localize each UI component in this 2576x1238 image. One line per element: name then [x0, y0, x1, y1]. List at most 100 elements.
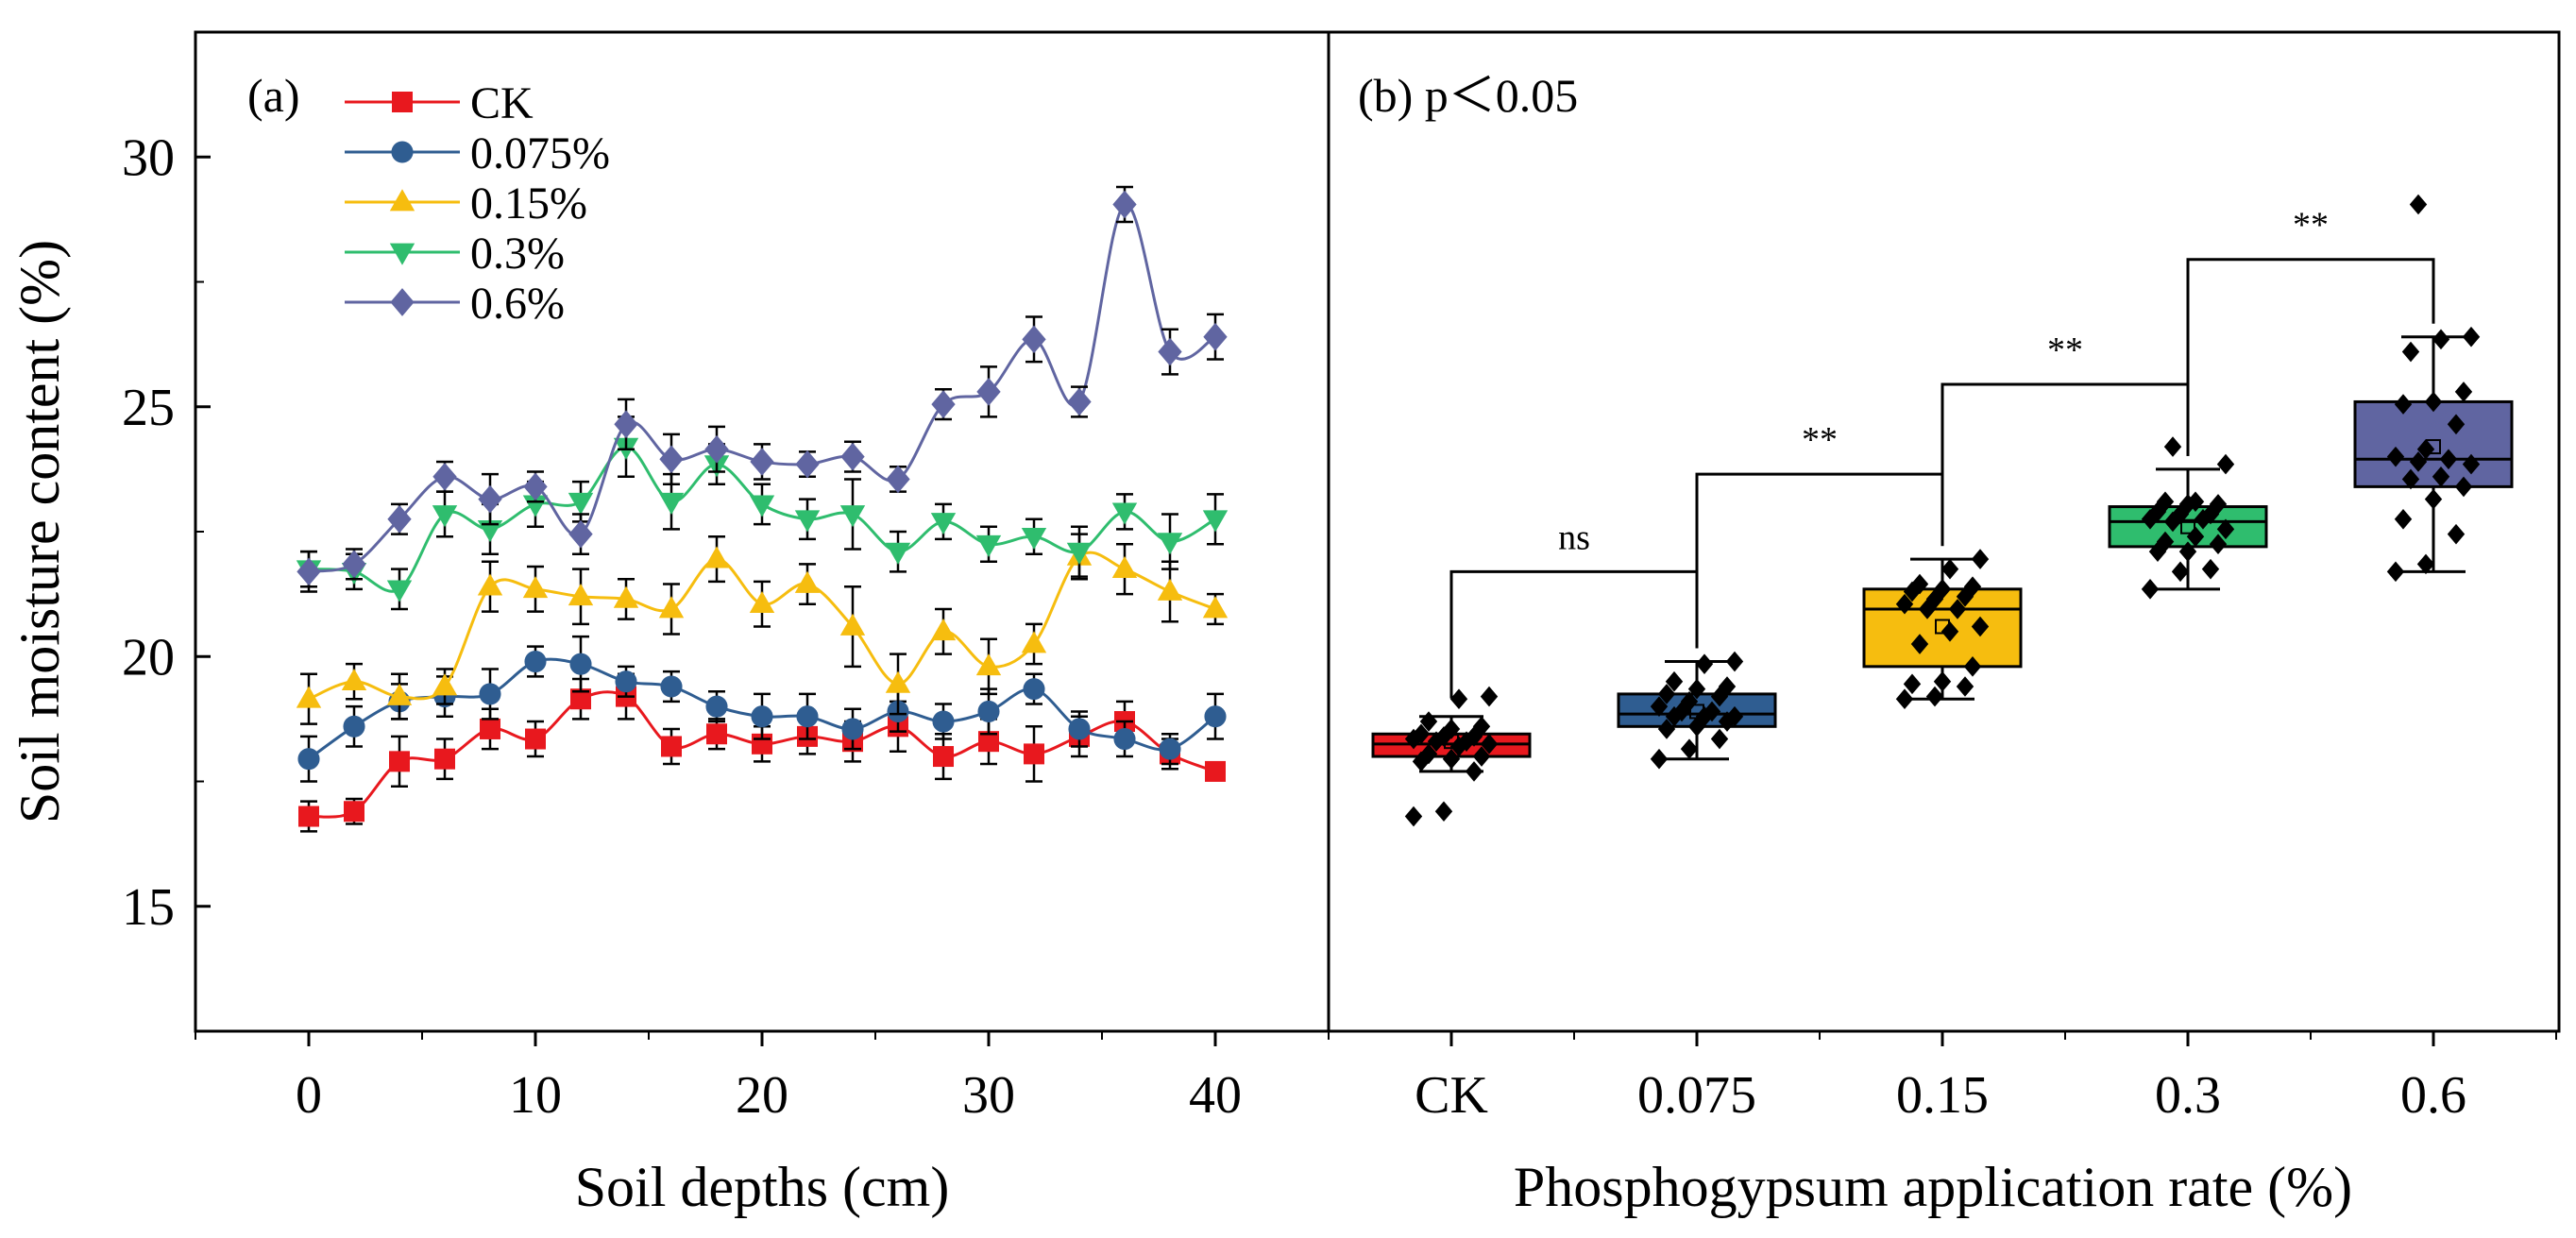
scatter-point	[1925, 588, 1944, 610]
box-mean	[2180, 518, 2195, 534]
data-point	[432, 673, 458, 696]
legend-marker	[390, 288, 415, 316]
scatter-point	[1419, 711, 1438, 732]
data-point	[930, 619, 957, 641]
data-point	[568, 519, 593, 549]
legend-marker	[389, 189, 415, 212]
scatter-point	[1918, 599, 1937, 619]
box-0_3	[2108, 436, 2268, 600]
scatter-point	[1404, 806, 1423, 827]
data-point	[795, 449, 820, 479]
scatter-point	[2148, 501, 2167, 522]
legend-entry: CK	[345, 78, 534, 128]
scatter-point	[2171, 503, 2190, 525]
data-point	[1111, 555, 1138, 579]
scatter-point	[1480, 734, 1499, 755]
scatter-point	[2148, 541, 2167, 562]
box-0_6	[2353, 194, 2514, 583]
data-point	[1021, 527, 1047, 551]
scatter-point	[1472, 716, 1491, 738]
legend-label: 0.075%	[470, 128, 610, 178]
data-point	[479, 683, 501, 705]
data-point	[1022, 325, 1046, 354]
panel-b-significance-brackets: ns ** ** **	[1449, 206, 2435, 699]
data-point	[658, 596, 685, 619]
panel-a-legend: CK0.075%0.15%0.3%0.6%	[345, 78, 610, 329]
panel-a-y-axis-label: Soil moisture content (%)	[8, 240, 71, 823]
x-tick-label: 40	[1189, 1066, 1242, 1125]
significance-label: **	[2047, 331, 2083, 370]
data-point	[975, 534, 1002, 557]
data-point	[930, 513, 957, 535]
data-point	[1204, 705, 1227, 728]
panel-a-plot-area	[296, 185, 1229, 833]
legend-marker	[391, 141, 414, 163]
scatter-point	[2394, 394, 2413, 415]
scatter-point	[1465, 726, 1483, 747]
x-tick-label: 30	[962, 1066, 1015, 1125]
y-tick-label: 25	[122, 379, 175, 437]
data-point	[1111, 502, 1138, 525]
scatter-point	[2462, 326, 2481, 348]
data-point	[975, 653, 1002, 676]
scatter-point	[2416, 438, 2435, 460]
scatter-point	[1956, 585, 1974, 607]
data-point	[523, 472, 548, 501]
scatter-point	[1680, 738, 1699, 759]
data-point	[1023, 678, 1045, 701]
scatter-point	[1725, 651, 1744, 672]
scatter-point	[2163, 511, 2182, 533]
data-point	[341, 668, 367, 691]
data-point	[480, 718, 500, 739]
scatter-point	[2386, 561, 2405, 583]
scatter-point	[1910, 573, 1929, 595]
scatter-point	[2141, 579, 2160, 600]
panel-b-plot-area	[1371, 194, 2514, 827]
scatter-point	[2209, 494, 2228, 515]
data-point	[659, 445, 684, 474]
scatter-point	[1725, 705, 1744, 727]
data-point	[1021, 631, 1047, 653]
data-point	[1066, 542, 1093, 565]
data-point	[524, 650, 547, 673]
data-point	[706, 723, 727, 745]
x-tick-label: 10	[509, 1066, 562, 1125]
data-point	[976, 378, 1001, 406]
scatter-point	[2186, 491, 2205, 513]
scatter-point	[1442, 748, 1461, 770]
scatter-point	[1434, 726, 1453, 747]
data-point	[703, 546, 730, 568]
scatter-point	[2439, 449, 2458, 470]
data-point	[1158, 337, 1182, 366]
scatter-point	[2447, 414, 2466, 435]
data-point	[478, 484, 502, 514]
scatter-point	[2201, 558, 2220, 580]
scatter-point	[2409, 451, 2428, 472]
data-point	[794, 570, 821, 593]
scatter-point	[1718, 676, 1737, 697]
box-ck	[1371, 686, 1532, 827]
series-line-0_6pct	[308, 202, 1216, 573]
legend-label: CK	[470, 78, 534, 128]
data-point	[389, 751, 410, 772]
scatter-point	[2141, 508, 2160, 530]
scatter-point	[2454, 382, 2473, 402]
data-point	[1202, 510, 1229, 533]
scatter-point	[1472, 746, 1491, 767]
scatter-point	[1895, 688, 1914, 710]
legend-marker	[392, 92, 413, 112]
scatter-point	[2171, 561, 2190, 583]
data-point	[297, 557, 321, 586]
scatter-point	[1971, 616, 1990, 637]
data-point	[344, 801, 364, 823]
legend-entry: 0.3%	[345, 229, 565, 279]
data-point	[885, 670, 911, 693]
scatter-point	[1910, 634, 1929, 654]
scatter-point	[1925, 686, 1944, 707]
legend-label: 0.6%	[470, 279, 565, 329]
data-point	[661, 736, 682, 757]
data-point	[615, 670, 637, 693]
scatter-point	[2186, 526, 2205, 548]
data-point	[298, 806, 319, 827]
legend-entry: 0.075%	[345, 128, 610, 178]
